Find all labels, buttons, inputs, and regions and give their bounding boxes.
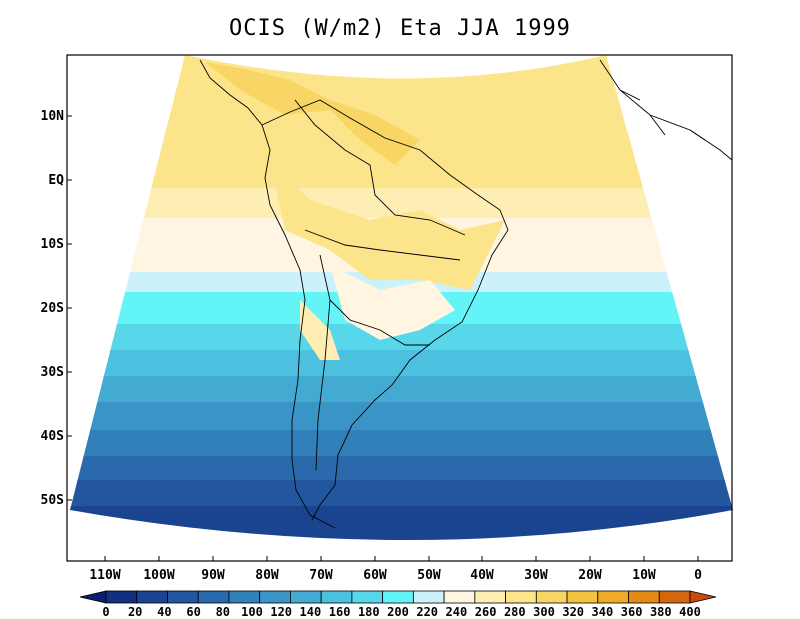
colorbar-label: 400 bbox=[679, 605, 701, 619]
lon-label-100w: 100W bbox=[143, 568, 175, 583]
colorbar-box bbox=[535, 590, 568, 604]
colorbar-label: 200 bbox=[387, 605, 409, 619]
colorbar-arrow-right bbox=[689, 590, 717, 604]
lat-label-40s: 40S bbox=[40, 429, 64, 444]
lon-label-90w: 90W bbox=[201, 568, 225, 583]
colorbar-box bbox=[351, 590, 384, 604]
lon-label-60w: 60W bbox=[363, 568, 387, 583]
colorbar-box bbox=[259, 590, 291, 604]
colorbar-box bbox=[658, 590, 691, 604]
colorbar-label: 300 bbox=[533, 605, 555, 619]
lat-label-10s: 10S bbox=[40, 237, 64, 252]
lon-label-30w: 30W bbox=[524, 568, 548, 583]
colorbar-box bbox=[566, 590, 599, 604]
lat-label-30s: 30S bbox=[40, 365, 64, 380]
colorbar-label: 180 bbox=[357, 605, 380, 619]
colorbar-label: 0 bbox=[102, 605, 110, 619]
map-title: OCIS (W/m2) Eta JJA 1999 bbox=[229, 16, 571, 41]
colorbar-box bbox=[382, 590, 414, 604]
colorbar-label: 40 bbox=[157, 605, 172, 619]
colorbar-label: 260 bbox=[474, 605, 497, 619]
lat-label-50s: 50S bbox=[40, 493, 64, 508]
contour-field bbox=[70, 55, 733, 540]
lat-label-20s: 20S bbox=[40, 301, 64, 316]
colorbar-label: 220 bbox=[416, 605, 439, 619]
colorbar-box bbox=[105, 590, 138, 604]
colorbar bbox=[79, 590, 717, 604]
colorbar-box bbox=[597, 590, 629, 604]
lat-label-eq: EQ bbox=[48, 173, 64, 188]
colorbar-box bbox=[474, 590, 506, 604]
colorbar-label: 80 bbox=[215, 605, 231, 619]
lon-label-70w: 70W bbox=[309, 568, 333, 583]
colorbar-label: 60 bbox=[186, 605, 201, 619]
colorbar-label: 160 bbox=[328, 605, 351, 619]
colorbar-box bbox=[167, 590, 199, 604]
lon-label-110w: 110W bbox=[89, 568, 121, 583]
colorbar-label: 340 bbox=[591, 605, 614, 619]
colorbar-label: 360 bbox=[620, 605, 643, 619]
colorbar-label: 240 bbox=[445, 605, 468, 619]
colorbar-box bbox=[290, 590, 322, 604]
lat-label-10n: 10N bbox=[40, 109, 64, 124]
lon-label-50w: 50W bbox=[417, 568, 441, 583]
colorbar-label: 280 bbox=[503, 605, 526, 619]
colorbar-arrow-left bbox=[79, 590, 107, 604]
colorbar-label: 140 bbox=[299, 605, 322, 619]
lon-label-0: 0 bbox=[694, 568, 702, 583]
coastline bbox=[199, 59, 733, 529]
colorbar-box bbox=[505, 590, 537, 604]
colorbar-label: 100 bbox=[241, 605, 263, 619]
colorbar-label: 20 bbox=[127, 605, 143, 619]
colorbar-box bbox=[136, 590, 168, 604]
lon-label-80w: 80W bbox=[255, 568, 279, 583]
colorbar-box bbox=[412, 590, 445, 604]
colorbar-label: 120 bbox=[270, 605, 293, 619]
lon-label-20w: 20W bbox=[578, 568, 602, 583]
colorbar-box bbox=[628, 590, 660, 604]
axis-ticks bbox=[67, 115, 699, 561]
colorbar-box bbox=[228, 590, 261, 604]
lon-label-40w: 40W bbox=[470, 568, 494, 583]
colorbar-box bbox=[197, 590, 230, 604]
lon-label-10w: 10W bbox=[632, 568, 656, 583]
colorbar-label: 320 bbox=[562, 605, 585, 619]
colorbar-box bbox=[443, 590, 476, 604]
colorbar-label: 380 bbox=[649, 605, 672, 619]
colorbar-box bbox=[320, 590, 353, 604]
